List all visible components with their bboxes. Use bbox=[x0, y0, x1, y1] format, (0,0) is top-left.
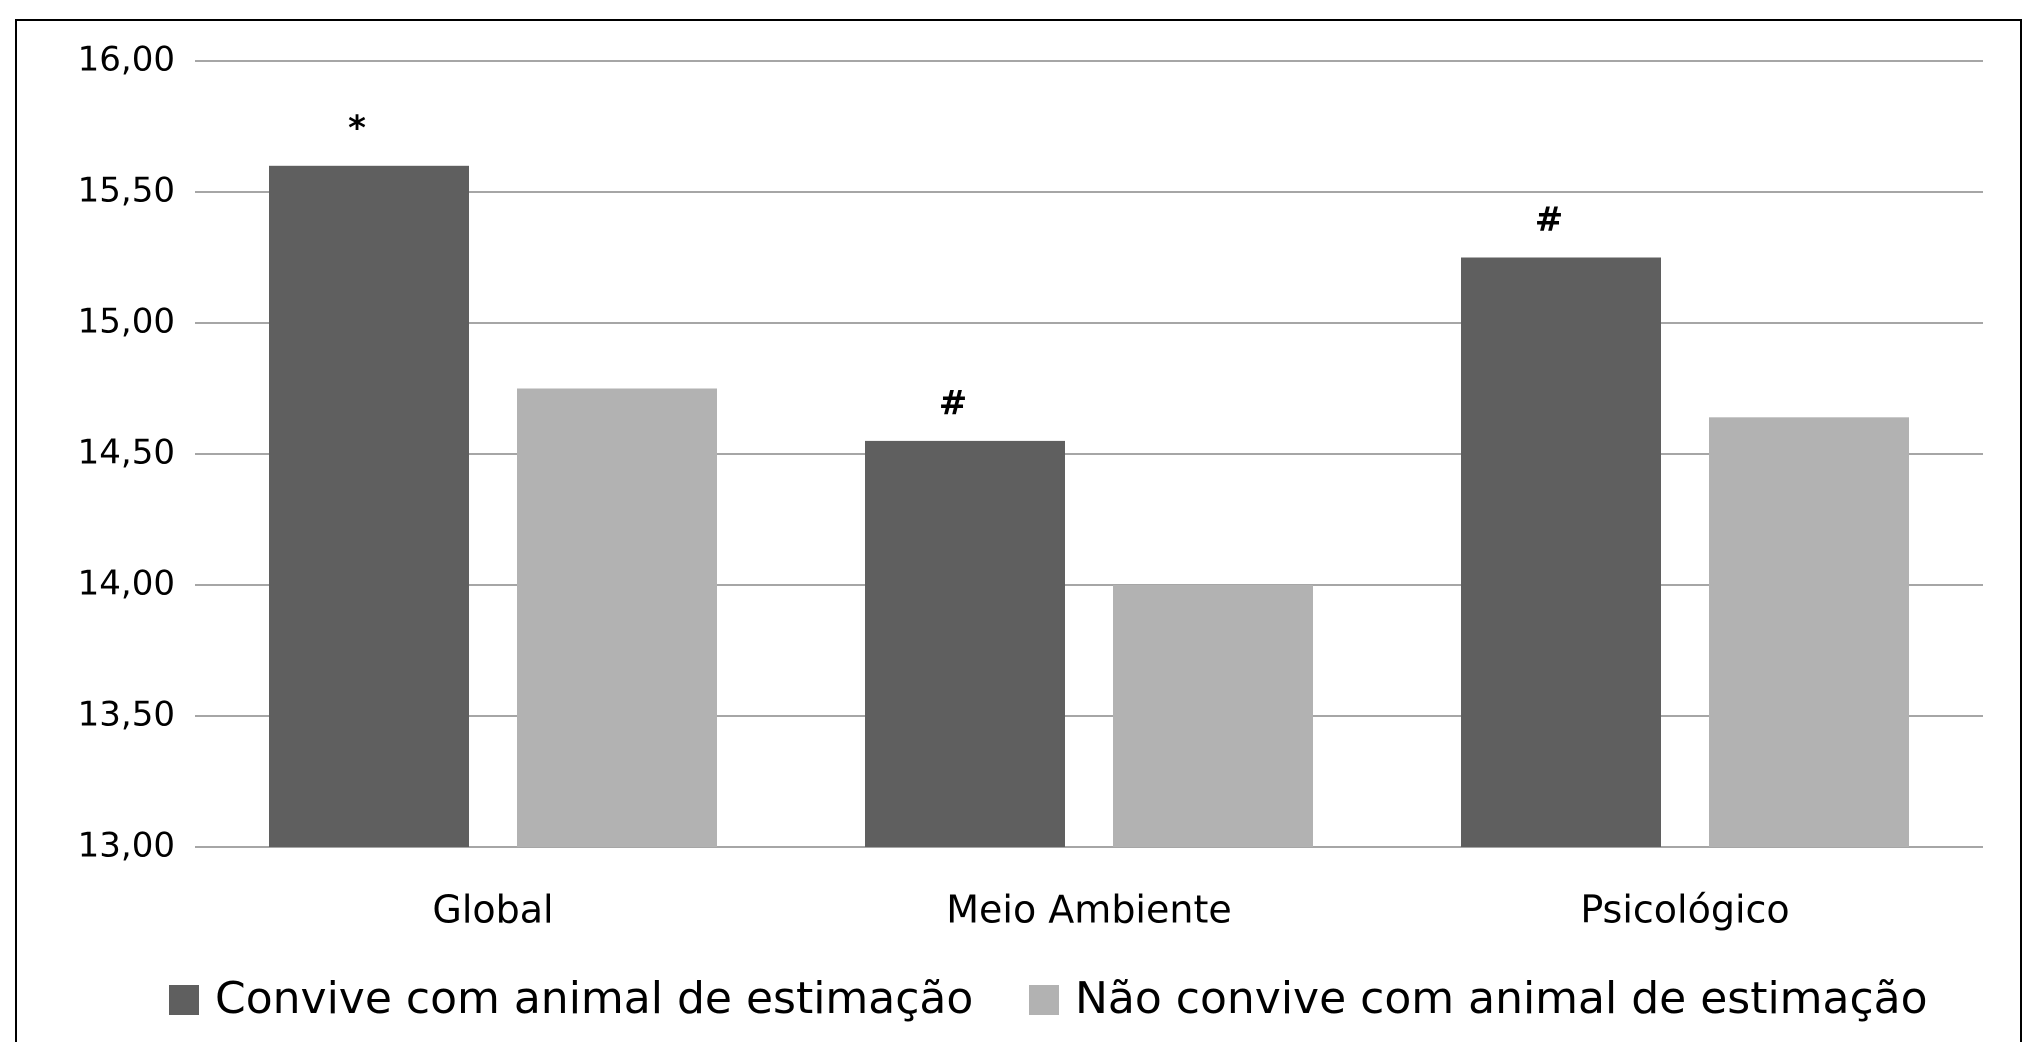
y-tick-label: 14,00 bbox=[78, 564, 175, 604]
y-tick-label: 14,50 bbox=[78, 433, 175, 473]
bar bbox=[1709, 417, 1909, 847]
bar bbox=[517, 388, 717, 847]
annotation: # bbox=[939, 383, 968, 423]
bar bbox=[1113, 585, 1313, 847]
y-tick-label: 13,00 bbox=[78, 826, 175, 866]
y-tick-label: 15,50 bbox=[78, 171, 175, 211]
legend-marker bbox=[1029, 985, 1059, 1015]
annotation: # bbox=[1535, 200, 1564, 240]
bar bbox=[865, 440, 1065, 847]
x-tick-label: Meio Ambiente bbox=[946, 888, 1231, 932]
bar bbox=[1461, 257, 1661, 847]
y-tick-label: 15,00 bbox=[78, 302, 175, 342]
x-tick-label: Psicológico bbox=[1580, 888, 1789, 932]
annotation: * bbox=[348, 108, 366, 148]
y-tick-label: 13,50 bbox=[78, 695, 175, 735]
y-tick-label: 16,00 bbox=[78, 40, 175, 80]
bar bbox=[269, 165, 469, 848]
x-tick-label: Global bbox=[432, 888, 553, 932]
legend-label: Não convive com animal de estimação bbox=[1075, 973, 1928, 1024]
legend-label: Convive com animal de estimação bbox=[215, 973, 973, 1024]
legend-marker bbox=[169, 985, 199, 1015]
